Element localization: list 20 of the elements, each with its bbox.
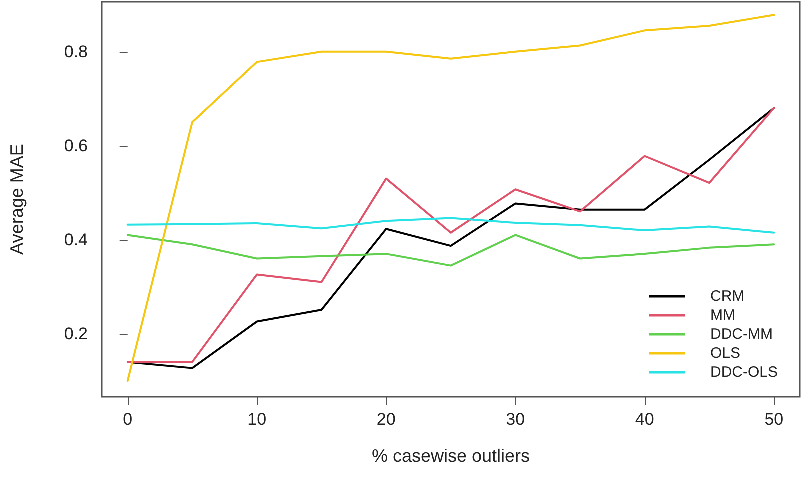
y-tick-label: 0.8 <box>64 42 88 62</box>
y-tick-label: 0.4 <box>64 230 88 250</box>
line-series <box>126 234 776 267</box>
x-tick-label: 50 <box>764 410 784 429</box>
legend-label: CRM <box>710 288 745 305</box>
legend-label: DDC-MM <box>710 326 773 343</box>
x-tick-label: 10 <box>248 410 267 429</box>
legend-label: OLS <box>710 345 741 362</box>
x-tick-label: 20 <box>376 410 396 429</box>
legend-label: DDC-OLS <box>710 364 778 381</box>
line-series <box>126 14 776 382</box>
y-tick-label: 0.2 <box>64 324 88 344</box>
x-tick-label: 0 <box>123 410 133 429</box>
legend-label: MM <box>710 307 736 324</box>
x-tick-label: 30 <box>506 410 526 429</box>
line-series <box>126 217 776 234</box>
x-tick-label: 40 <box>635 410 654 429</box>
y-tick-label: 0.6 <box>64 136 88 156</box>
x-axis-title: % casewise outliers <box>372 446 530 466</box>
y-axis-title: Average MAE <box>7 144 27 255</box>
